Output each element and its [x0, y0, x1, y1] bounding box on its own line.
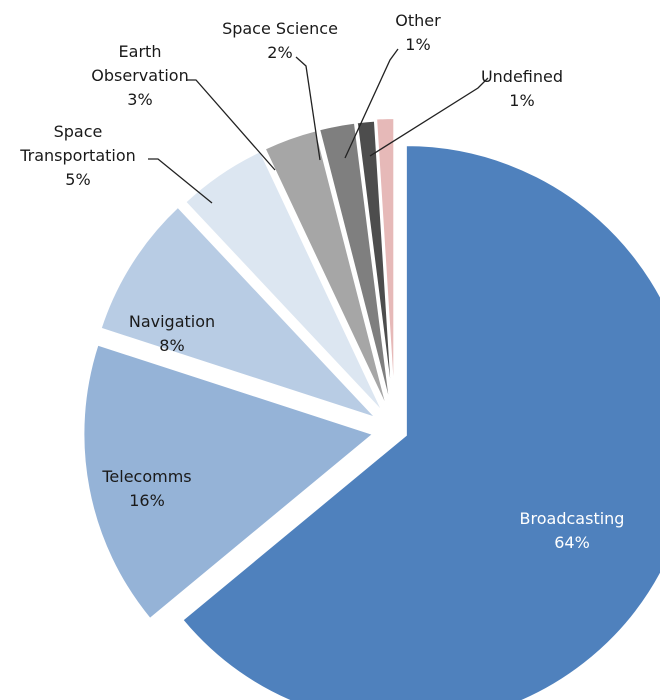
leader-line-undefined — [369, 77, 489, 157]
pie-slice-other — [355, 119, 395, 411]
leader-line-space-transportation — [148, 158, 213, 204]
slice-labels: Broadcasting 64% Telecomms 16% Navigation 8% S… — [19, 11, 624, 552]
slice-label-navigation: Navigation 8% — [129, 312, 215, 355]
pie-slice-space-transportation — [183, 149, 385, 415]
leader-line-space-science — [295, 56, 321, 161]
pie-slice-undefined — [375, 117, 396, 409]
slice-label-space-transportation: Space Transportation 5% — [19, 122, 136, 189]
leader-line-earth-observation — [187, 79, 276, 171]
slice-label-earth-observation: Earth Observation 3% — [91, 42, 188, 109]
pie-slices — [82, 117, 660, 700]
leader-line-other — [344, 48, 399, 159]
slice-label-other: Other 1% — [395, 11, 441, 54]
pie-slice-navigation — [99, 205, 378, 420]
pie-slice-broadcasting — [180, 144, 660, 700]
leader-lines — [148, 48, 489, 204]
slice-label-undefined: Undefined 1% — [481, 67, 563, 110]
slice-label-broadcasting: Broadcasting 64% — [520, 509, 625, 552]
pie-slice-telecomms — [82, 343, 376, 621]
slice-label-space-science: Space Science 2% — [222, 19, 338, 62]
slice-label-telecomms: Telecomms 16% — [101, 467, 191, 510]
pie-slice-space-science — [317, 121, 393, 411]
